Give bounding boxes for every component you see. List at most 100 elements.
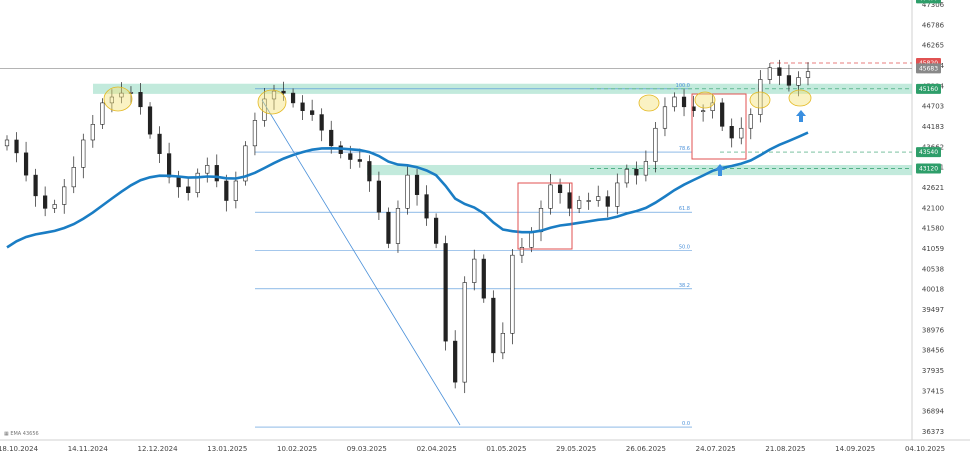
up-arrow-icon <box>715 164 725 176</box>
candle-body <box>81 139 86 168</box>
candle-body <box>290 92 296 104</box>
candle-body <box>586 200 591 202</box>
candle-body <box>481 258 486 299</box>
x-tick-label: 14.11.2024 <box>68 445 109 453</box>
candle-body <box>405 174 410 209</box>
candle-body <box>424 194 429 219</box>
candle-body <box>729 126 734 139</box>
candle-body <box>643 161 648 176</box>
candle-body <box>529 231 534 248</box>
y-tick-label: 39497 <box>922 306 944 314</box>
candle-body <box>662 106 668 129</box>
x-tick-label: 12.12.2024 <box>137 445 178 453</box>
fib-label-0.0: 0.0 <box>682 421 690 427</box>
y-tick-label: 46265 <box>922 42 944 50</box>
candle-body <box>281 90 286 94</box>
x-tick-label: 26.06.2025 <box>626 445 666 453</box>
candle-body <box>224 180 229 201</box>
candle-body <box>414 174 420 195</box>
x-tick-label: 14.09.2025 <box>835 445 875 453</box>
candle-body <box>434 217 439 244</box>
candle-body <box>252 120 258 147</box>
candle-body <box>62 186 67 205</box>
candle-body <box>577 200 582 209</box>
price-badge-label: 47477 <box>919 0 938 2</box>
highlight-ellipse <box>749 91 771 109</box>
fib-label-38.2: 38.2 <box>679 283 690 289</box>
candle-body <box>596 196 601 201</box>
legend-text: EMA 43656 <box>10 431 39 437</box>
candle-body <box>491 297 496 354</box>
highlight-box <box>517 182 573 250</box>
candle-body <box>548 184 553 209</box>
x-tick-label: 21.08.2025 <box>765 445 805 453</box>
candle-body <box>386 211 391 244</box>
candle-body <box>167 153 172 178</box>
highlight-ellipse <box>257 89 287 115</box>
candle-body <box>138 92 143 108</box>
candle-body <box>500 333 505 354</box>
y-tick-label: 37935 <box>922 367 944 375</box>
candle-body <box>453 340 458 383</box>
price-badge-label: 43120 <box>919 165 938 172</box>
y-tick-label: 38976 <box>922 326 945 334</box>
x-tick-label: 02.04.2025 <box>417 445 457 453</box>
legend-toggle-icon[interactable]: ▦ <box>4 431 11 437</box>
candle-body <box>557 184 563 194</box>
candle-body <box>147 106 153 135</box>
x-tick-label: 01.05.2025 <box>486 445 526 453</box>
candle-body <box>214 165 219 182</box>
candle-body <box>462 282 467 383</box>
candle-body <box>777 67 782 76</box>
candle-body <box>300 102 305 111</box>
candle-body <box>205 165 210 174</box>
zone-support <box>367 164 912 176</box>
fib-label-61.8: 61.8 <box>679 206 690 212</box>
x-tick-label: 29.05.2025 <box>556 445 596 453</box>
candle-body <box>186 186 191 194</box>
candle-body <box>52 204 57 209</box>
highlight-ellipse <box>103 86 133 112</box>
y-tick-label: 42621 <box>922 184 944 192</box>
candle-body <box>681 96 687 108</box>
candle-body <box>271 90 277 100</box>
candle-body <box>615 182 620 207</box>
legend: ▦ EMA 43656 <box>4 431 39 437</box>
candle-body <box>748 114 753 129</box>
candle-body <box>128 92 134 94</box>
candle-body <box>443 243 448 342</box>
price-badge-label: 45683 <box>919 65 938 72</box>
candle-body <box>701 110 706 112</box>
y-tick-label: 41580 <box>922 225 944 233</box>
fib-label-50.0: 50.0 <box>679 245 690 251</box>
candle-body <box>329 129 334 147</box>
candle-body <box>510 254 515 334</box>
fib-label-78.6: 78.6 <box>679 146 690 152</box>
y-tick-label: 47306 <box>922 1 945 9</box>
candle-body <box>767 67 772 80</box>
ema-line <box>6 131 809 249</box>
price-badge-45683 <box>916 63 941 74</box>
candle-body <box>90 124 95 141</box>
candle-body <box>14 139 19 154</box>
candle-body <box>786 75 792 86</box>
y-tick-label: 36373 <box>922 428 944 436</box>
y-tick-label: 41059 <box>922 245 944 253</box>
candle-body <box>43 195 48 209</box>
fib-label-100.0: 100.0 <box>676 83 690 89</box>
trend-line <box>261 99 461 426</box>
y-tick-label: 44703 <box>922 103 944 111</box>
candle-body <box>805 71 811 78</box>
candle-body <box>634 168 639 176</box>
candle-body <box>233 180 238 201</box>
candle-body <box>100 102 105 125</box>
candle-body <box>319 114 324 131</box>
y-tick-label: 37415 <box>922 387 944 395</box>
candle-body <box>567 192 572 209</box>
candle-body <box>758 79 763 115</box>
y-tick-label: 40538 <box>922 265 944 273</box>
candle-body <box>195 172 200 194</box>
y-tick-label: 42100 <box>922 204 944 212</box>
